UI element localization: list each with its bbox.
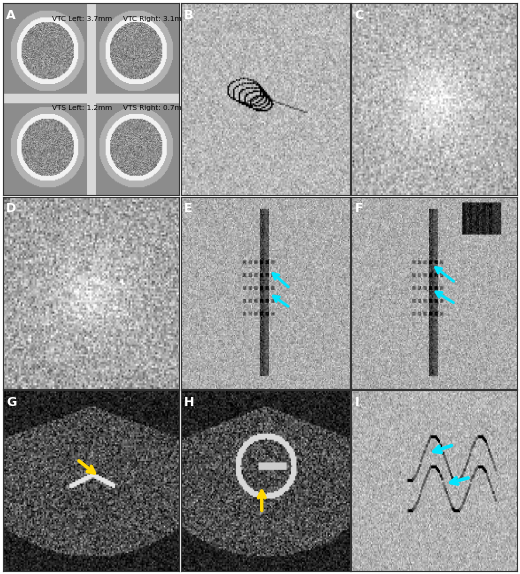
Text: VTS Right: 0.7mm: VTS Right: 0.7mm [123,104,188,111]
Text: VTC Right: 3.1mm: VTC Right: 3.1mm [123,16,188,22]
Text: D: D [6,203,17,215]
Text: G: G [6,396,17,409]
Text: C: C [355,9,363,22]
Text: B: B [184,9,193,22]
Text: H: H [184,396,194,409]
Text: VTC Left: 3.7mm: VTC Left: 3.7mm [52,16,112,22]
Text: E: E [184,203,192,215]
Text: A: A [6,9,16,22]
Text: F: F [355,203,363,215]
Text: I: I [355,396,359,409]
Text: VTS Left: 1.2mm: VTS Left: 1.2mm [52,104,112,111]
